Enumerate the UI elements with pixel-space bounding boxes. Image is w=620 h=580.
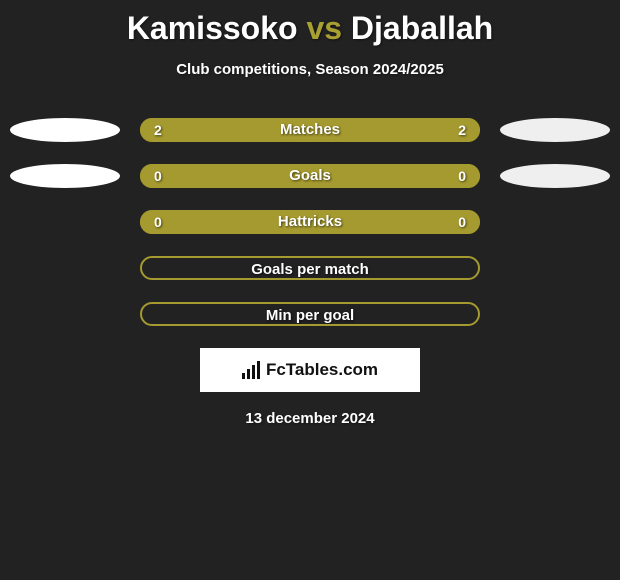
player1-name: Kamissoko [127,10,298,46]
player1-ellipse [10,164,120,188]
stat-label: Hattricks [140,210,480,234]
player2-ellipse [500,118,610,142]
stat-row: Goals per match [0,256,620,280]
player2-name: Djaballah [351,10,493,46]
brand-text: FcTables.com [266,360,378,380]
stat-bar: 00Goals [140,164,480,188]
brand-bars-icon [242,361,260,379]
stat-bar: Goals per match [140,256,480,280]
stat-rows: 22Matches 00Goals 00Hattricks Goals per mat… [0,118,620,326]
stat-label: Min per goal [142,304,478,326]
stat-label: Matches [140,118,480,142]
stat-label: Goals per match [142,258,478,280]
brand-logo: FcTables.com [200,348,420,392]
stat-row: Min per goal [0,302,620,326]
stat-bar: 00Hattricks [140,210,480,234]
player2-ellipse [500,164,610,188]
stat-row: 22Matches [0,118,620,142]
stat-label: Goals [140,164,480,188]
stat-row: 00Hattricks [0,210,620,234]
stat-bar: 22Matches [140,118,480,142]
date-text: 13 december 2024 [0,410,620,427]
vs-text: vs [306,10,342,46]
subtitle: Club competitions, Season 2024/2025 [0,61,620,78]
stat-bar: Min per goal [140,302,480,326]
player1-ellipse [10,118,120,142]
comparison-title: Kamissoko vs Djaballah [0,0,620,47]
stat-row: 00Goals [0,164,620,188]
